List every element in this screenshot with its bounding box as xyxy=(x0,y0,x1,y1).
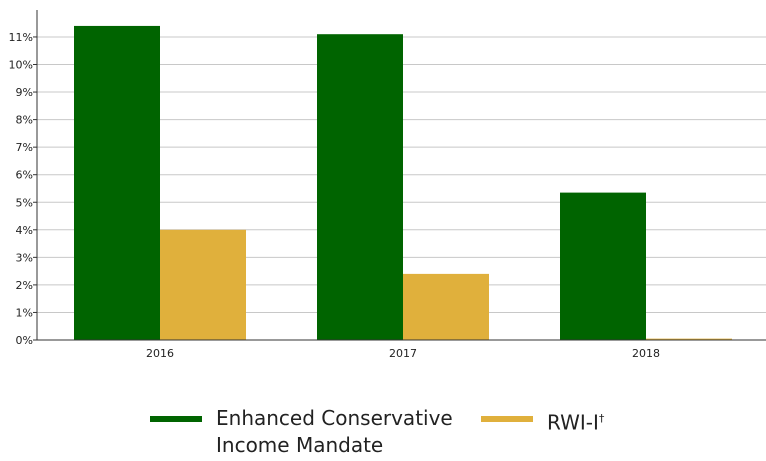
y-tick-label: 0% xyxy=(16,334,33,347)
y-tick-label: 11% xyxy=(9,31,33,44)
bar xyxy=(74,25,160,341)
bar xyxy=(160,229,246,340)
y-tick-label: 9% xyxy=(16,86,33,99)
y-tick-label: 3% xyxy=(16,251,33,264)
y-tick-label: 1% xyxy=(16,306,33,319)
y-tick-label: 10% xyxy=(9,59,33,72)
legend-label-rwi-text: RWI-I xyxy=(547,410,599,435)
legend-label-line-1: Enhanced Conservative xyxy=(216,406,453,430)
y-tick-label: 8% xyxy=(16,114,33,127)
x-tick-label: 2018 xyxy=(632,347,660,360)
legend-label-line-2: Income Mandate xyxy=(216,433,384,457)
bar-chart: 0% 1% 2% 3% 4% 5% 6% 7% 8% 9% 10% 11% 2016 2017 2018 xyxy=(9,10,766,360)
bar xyxy=(560,192,646,340)
bar xyxy=(317,34,403,340)
legend-item-enhanced-conservative: Enhanced Conservative Income Mandate xyxy=(150,405,453,459)
y-tick-label: 4% xyxy=(16,224,33,237)
legend-label-rwi: RWI-I† xyxy=(547,405,604,437)
y-tick-label: 7% xyxy=(16,141,33,154)
bar xyxy=(403,273,489,340)
legend-label-rwi-dagger: † xyxy=(598,412,605,425)
x-tick-label: 2016 xyxy=(146,347,174,360)
legend-item-rwi: RWI-I† xyxy=(481,405,604,437)
y-tick-label: 5% xyxy=(16,196,33,209)
legend: Enhanced Conservative Income Mandate RWI… xyxy=(0,405,766,461)
x-tick-label: 2017 xyxy=(389,347,417,360)
legend-label-enhanced-conservative: Enhanced Conservative Income Mandate xyxy=(216,405,453,459)
legend-swatch-gold xyxy=(481,416,533,422)
y-tick-label: 6% xyxy=(16,169,33,182)
legend-swatch-green xyxy=(150,416,202,422)
bar xyxy=(646,338,732,340)
y-tick-label: 2% xyxy=(16,279,33,292)
